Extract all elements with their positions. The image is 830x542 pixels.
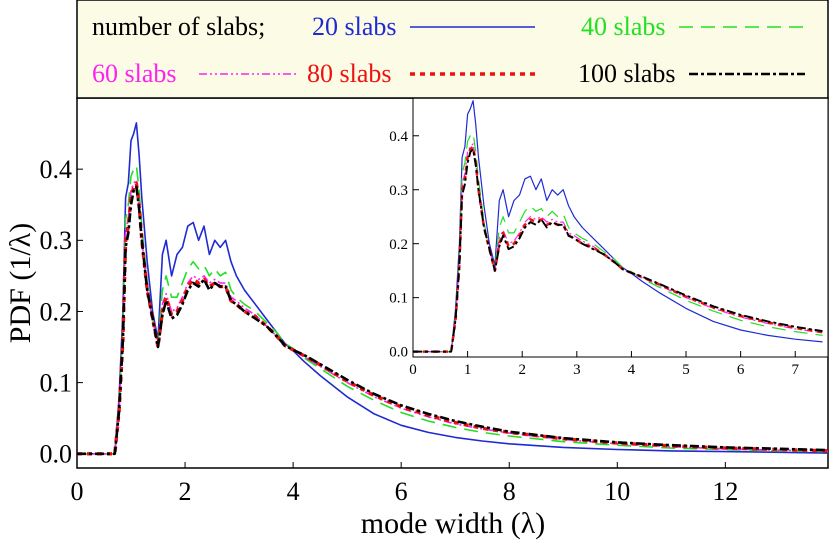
legend-entry-label-1: 20 slabs: [312, 12, 397, 41]
main-x-tick-label: 10: [604, 477, 630, 506]
legend-title: number of slabs;: [92, 12, 265, 41]
main-x-tick-label: 12: [712, 477, 738, 506]
main-y-tick-label: 0.1: [40, 368, 73, 397]
inset-x-tick-label: 7: [791, 362, 799, 378]
inset-series-line-1: [413, 100, 823, 353]
main-y-tick-label: 0.0: [40, 440, 73, 469]
inset-x-tick-label: 3: [573, 362, 581, 378]
inset-y-tick-label: 0.1: [389, 291, 408, 307]
inset-y-tick-label: 0.3: [389, 183, 408, 199]
inset-x-tick-label: 5: [682, 362, 690, 378]
main-y-tick-label: 0.3: [40, 226, 73, 255]
legend-entry-label-5: 100 slabs: [578, 59, 676, 88]
legend-entry-label-4: 80 slabs: [307, 59, 392, 88]
x-axis-label: mode width (λ): [361, 507, 546, 540]
inset-x-tick-label: 1: [464, 362, 472, 378]
main-x-tick-label: 6: [395, 477, 408, 506]
main-x-tick-label: 0: [71, 477, 84, 506]
inset-series-line-2: [413, 132, 823, 353]
inset-series-line-3: [413, 143, 823, 353]
main-x-tick-label: 4: [287, 477, 300, 506]
main-y-tick-label: 0.2: [40, 297, 73, 326]
inset-y-tick-label: 0.4: [389, 129, 408, 145]
inset-y-tick-label: 0.2: [389, 237, 408, 253]
legend-entries: 20 slabs 40 slabs 60 slabs 80 slabs 100 slab…: [92, 12, 805, 88]
main-y-tick-label: 0.4: [40, 155, 73, 184]
main-series-line-5: [77, 185, 829, 456]
main-series-lines: [77, 122, 829, 456]
main-series-line-2: [77, 164, 829, 455]
main-x-tick-label: 8: [503, 477, 516, 506]
inset-y-tick-label: 0.0: [389, 345, 408, 361]
inset-series-line-4: [413, 145, 823, 353]
inset-x-tick-label: 4: [628, 362, 636, 378]
inset-series-lines: [413, 100, 823, 353]
y-axis-label: PDF (1/λ): [4, 223, 37, 343]
inset-background: [413, 98, 828, 357]
legend-box: [76, 0, 829, 99]
inset-axis-ticks: 0 1 2 3 4 5 6 7 0.0 0.1 0.2 0.3 0.4: [389, 129, 799, 378]
inset-series-line-5: [413, 148, 823, 353]
inset-x-tick-label: 0: [409, 362, 417, 378]
legend-entry-label-2: 40 slabs: [581, 12, 666, 41]
inset-x-tick-label: 2: [518, 362, 526, 378]
main-x-tick-label: 2: [179, 477, 192, 506]
inset-x-tick-label: 6: [737, 362, 745, 378]
main-series-line-1: [77, 122, 829, 455]
main-axis-ticks: 0 2 4 6 8 10 120.00.10.20.30.4: [40, 155, 739, 506]
legend-entry-label-3: 60 slabs: [92, 59, 177, 88]
